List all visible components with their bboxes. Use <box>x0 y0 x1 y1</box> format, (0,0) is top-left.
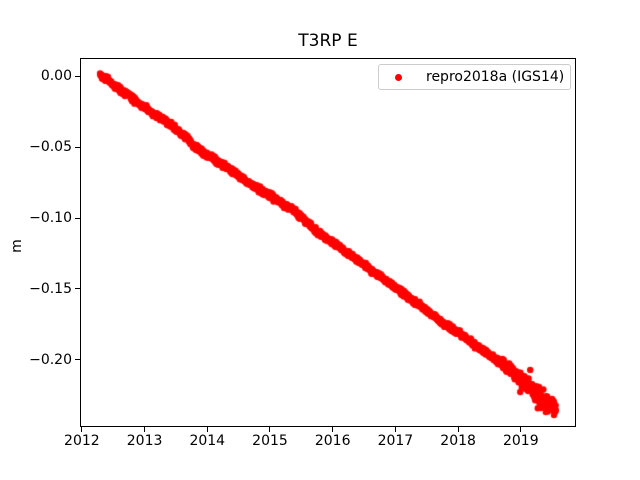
y-tick-mark <box>75 288 80 290</box>
y-tick-label: −0.10 <box>29 210 72 226</box>
y-tick-mark <box>75 75 80 77</box>
y-tick-mark <box>75 146 80 148</box>
y-tick-label: −0.20 <box>29 351 72 368</box>
legend-label: repro2018a (IGS14) <box>426 69 565 85</box>
chart-title: T3RP E <box>298 31 358 51</box>
y-tick-mark <box>75 217 80 219</box>
legend-marker-dot-icon <box>395 73 402 81</box>
x-tick-label: 2014 <box>189 433 226 449</box>
y-tick-label: −0.15 <box>29 280 72 297</box>
x-tick-label: 2017 <box>377 433 414 449</box>
x-tick-label: 2015 <box>252 433 288 449</box>
x-tick-mark <box>144 427 146 432</box>
x-tick-mark <box>394 427 396 432</box>
legend: repro2018a (IGS14) <box>378 64 571 90</box>
x-tick-mark <box>206 427 208 432</box>
x-tick-mark <box>520 427 522 432</box>
y-tick-label: −0.05 <box>29 139 72 156</box>
x-tick-mark <box>81 427 83 432</box>
x-tick-label: 2013 <box>126 433 163 449</box>
x-tick-label: 2019 <box>502 433 539 449</box>
x-tick-mark <box>332 427 334 432</box>
x-tick-label: 2012 <box>64 433 100 449</box>
x-tick-label: 2016 <box>314 433 351 449</box>
x-tick-mark <box>457 427 459 432</box>
x-tick-label: 2018 <box>440 433 476 449</box>
y-axis-label: m <box>9 239 25 253</box>
y-tick-mark <box>75 359 80 361</box>
x-tick-mark <box>269 427 271 432</box>
y-tick-label: 0.00 <box>40 68 72 85</box>
axes-box <box>80 58 576 427</box>
